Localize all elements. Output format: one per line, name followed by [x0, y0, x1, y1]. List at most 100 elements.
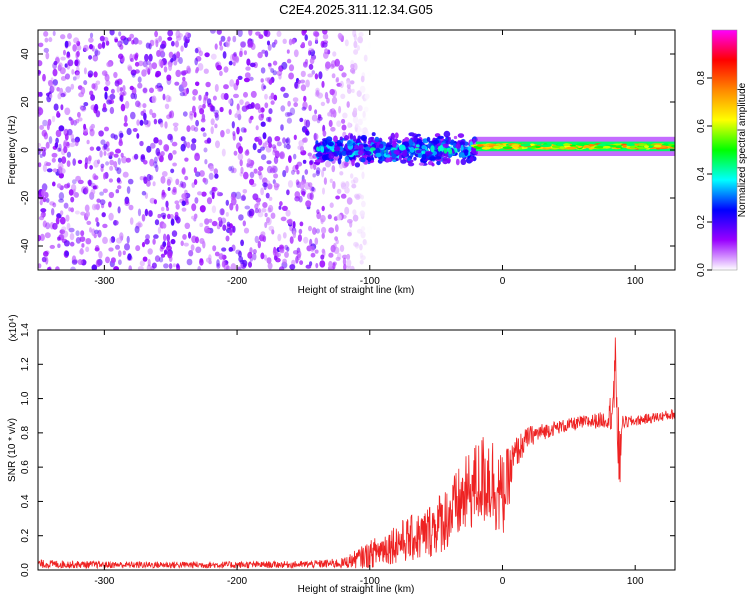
spectrogram-cell: [98, 250, 103, 259]
spectrogram-cell: [54, 142, 59, 149]
spectrogram-cell: [160, 122, 164, 128]
spectrogram-cell: [139, 260, 145, 267]
spectrogram-y-ticks: -40 -20 0 20 40: [20, 48, 675, 253]
spectrogram-cell: [198, 94, 202, 101]
spectrogram-cell: [247, 251, 253, 259]
spectrogram-cell: [171, 40, 175, 47]
spectrogram-cell: [102, 223, 108, 229]
spectrogram-cell: [334, 224, 339, 233]
spectrogram-cell: [195, 119, 200, 127]
spectrogram-cell: [296, 250, 302, 258]
spectrogram-cell: [319, 260, 326, 268]
spectrogram-cell: [45, 198, 50, 203]
spectrogram-cell: [99, 35, 105, 42]
spectrogram-cell: [228, 247, 234, 252]
spectrogram-cell: [287, 100, 291, 107]
spectrogram-cell: [266, 165, 273, 174]
spectrogram-cell: [347, 122, 351, 129]
spectrogram-cell: [255, 31, 261, 36]
spectrogram-cell: [39, 233, 45, 241]
x-tick-label: 100: [627, 276, 644, 287]
spectrogram-cell: [329, 178, 333, 183]
spectrogram-cell: [157, 87, 163, 92]
spectrogram-cell: [240, 239, 245, 247]
spectrogram-cell: [230, 263, 237, 270]
spectrogram-cell: [334, 236, 338, 242]
spectrogram-cell: [195, 236, 199, 244]
spectrogram-cell: [344, 206, 350, 215]
spectrogram-cell: [349, 68, 356, 74]
spectrogram-cell: [115, 244, 120, 250]
spectrogram-cell: [178, 33, 183, 38]
y-tick-label: -40: [20, 238, 31, 253]
spectrogram-cell: [42, 220, 47, 228]
spectrogram-cell: [109, 151, 114, 156]
spectrogram-cell: [59, 210, 64, 216]
spectrogram-cell: [127, 178, 134, 185]
spectrogram-cell: [222, 224, 227, 231]
spectrogram-cell: [106, 147, 110, 152]
spectrogram-cell: [239, 99, 244, 105]
spectrogram-cell: [190, 143, 197, 151]
spectrogram-cell: [238, 146, 243, 154]
spectrogram-cell: [192, 96, 196, 101]
spectrogram-cell: [322, 139, 328, 147]
spectrogram-cell: [197, 266, 202, 270]
y-tick-label: 1.4: [20, 323, 31, 337]
spectrogram-cell: [199, 205, 206, 213]
spectrogram-cell: [327, 141, 334, 147]
spectrogram-cell: [295, 164, 299, 170]
spectrogram-cell: [282, 170, 287, 178]
spectrogram-cell: [117, 185, 122, 190]
spectrogram-cell: [443, 130, 451, 138]
spectrogram-cell: [75, 118, 80, 124]
spectrogram-cell: [118, 259, 122, 266]
spectrogram-cell: [64, 40, 69, 48]
spectrogram-cell: [328, 227, 335, 234]
spectrogram-cell: [297, 234, 302, 242]
spectrogram-cell: [231, 167, 237, 174]
spectrogram-cell: [144, 238, 150, 245]
spectrogram-cell: [134, 54, 139, 61]
spectrogram-cell: [218, 253, 224, 260]
spectrogram-cell: [180, 45, 184, 52]
spectrogram-cell: [539, 144, 552, 148]
spectrogram-cell: [76, 50, 80, 58]
spectrogram-cell: [583, 145, 590, 148]
spectrogram-cell: [51, 157, 56, 163]
spectrogram-cell: [301, 30, 306, 36]
spectrogram-cell: [257, 136, 262, 141]
spectrogram-cell: [263, 30, 268, 37]
spectrogram-cell: [225, 39, 231, 48]
spectrogram-cell: [337, 252, 342, 260]
spectrogram-cell: [339, 64, 343, 70]
y-tick-label: 0.6: [20, 460, 31, 474]
spectrogram-cell: [286, 49, 290, 54]
spectrogram-cell: [80, 230, 85, 237]
x-tick-label: 0: [500, 276, 506, 287]
spectrogram-cell: [118, 53, 124, 60]
spectrogram-cell: [263, 254, 268, 261]
spectrogram-cell: [261, 83, 266, 91]
spectrogram-cell: [86, 220, 92, 225]
spectrogram-cell: [186, 141, 191, 149]
spectrogram-cell: [312, 173, 317, 178]
spectrogram-cell: [278, 73, 282, 80]
spectrogram-cell: [239, 259, 245, 265]
spectrogram-cell: [181, 168, 186, 175]
y-tick-label: 0.4: [20, 494, 31, 508]
spectrogram-cell: [282, 232, 287, 239]
spectrogram-cell: [335, 78, 339, 83]
spectrogram-cell: [284, 244, 289, 250]
spectrogram-cell: [95, 110, 101, 118]
spectrogram-cell: [93, 233, 97, 239]
spectrogram-cell: [439, 144, 444, 152]
spectrogram-cell: [264, 212, 268, 218]
spectrogram-cell: [396, 140, 402, 144]
spectrogram-cell: [153, 156, 158, 164]
spectrogram-cell: [181, 200, 186, 207]
spectrogram-cell: [83, 123, 87, 130]
spectrogram-cell: [320, 214, 326, 223]
spectrogram-cell: [108, 212, 114, 221]
spectrogram-cell: [64, 133, 69, 141]
